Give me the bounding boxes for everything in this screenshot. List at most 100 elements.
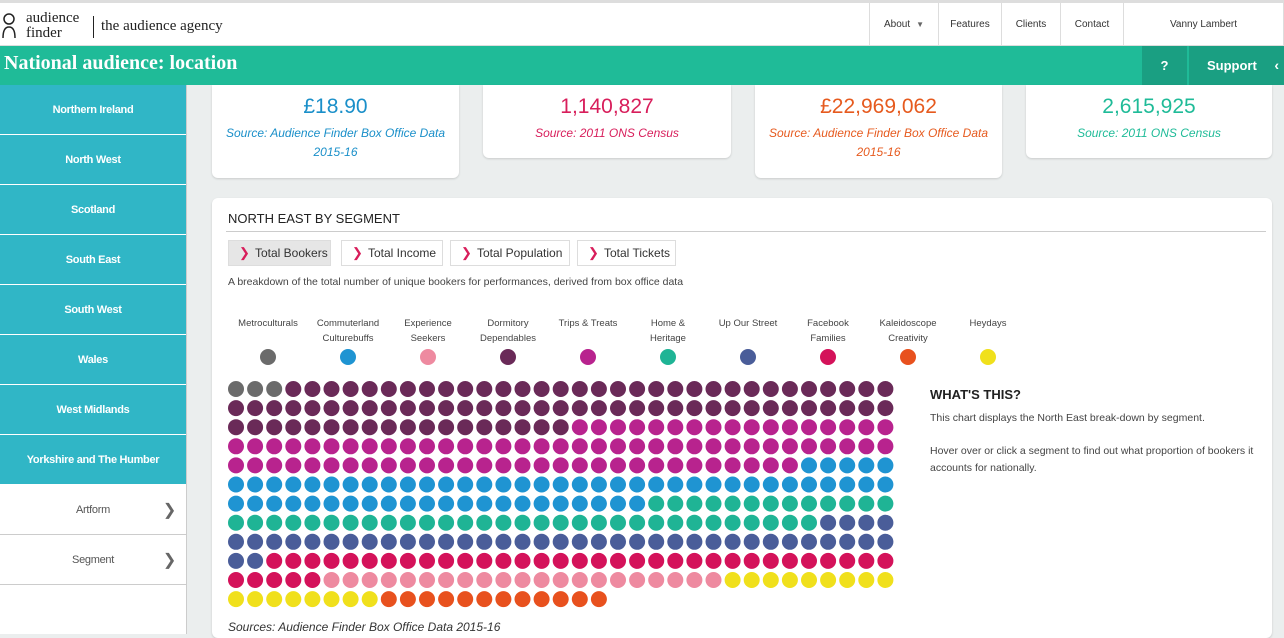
segment-dot[interactable] xyxy=(552,381,569,397)
segment-dot[interactable] xyxy=(495,572,512,588)
segment-dot[interactable] xyxy=(724,400,741,417)
segment-dot[interactable] xyxy=(476,495,493,512)
segment-dot[interactable] xyxy=(629,381,646,397)
segment-dot[interactable] xyxy=(419,381,435,397)
segment-dot[interactable] xyxy=(705,419,722,436)
sidebar-item-south-east[interactable]: South East xyxy=(0,235,186,285)
segment-dot[interactable] xyxy=(228,572,244,588)
segment-dot[interactable] xyxy=(571,381,588,397)
segment-dot[interactable] xyxy=(762,495,779,512)
segment-dot[interactable] xyxy=(877,572,894,588)
segment-dot[interactable] xyxy=(361,495,378,512)
segment-dot[interactable] xyxy=(839,533,856,550)
segment-dot[interactable] xyxy=(686,419,703,436)
segment-dot[interactable] xyxy=(361,533,378,550)
segment-dot[interactable] xyxy=(801,419,817,436)
segment-dot[interactable] xyxy=(438,572,455,588)
segment-dot[interactable] xyxy=(705,438,722,455)
segment-dot[interactable] xyxy=(419,552,435,569)
filter-segment[interactable]: Segment ❯ xyxy=(0,535,186,585)
segment-dot[interactable] xyxy=(762,514,779,531)
segment-dot[interactable] xyxy=(571,552,588,569)
segment-dot[interactable] xyxy=(667,457,684,474)
segment-dot[interactable] xyxy=(476,400,493,417)
segment-dot[interactable] xyxy=(419,419,435,436)
segment-dot[interactable] xyxy=(457,572,474,588)
segment-dot[interactable] xyxy=(743,419,760,436)
help-button[interactable]: ? xyxy=(1142,46,1187,85)
segment-dot[interactable] xyxy=(801,381,817,397)
segment-dot[interactable] xyxy=(858,514,875,531)
segment-dot[interactable] xyxy=(399,438,416,455)
segment-dot[interactable] xyxy=(590,572,607,588)
segment-dot[interactable] xyxy=(285,400,302,417)
segment-dot[interactable] xyxy=(839,400,856,417)
legend-swatch[interactable] xyxy=(660,349,676,365)
segment-dot[interactable] xyxy=(801,400,817,417)
segment-dot[interactable] xyxy=(514,419,531,436)
segment-dot[interactable] xyxy=(438,533,455,550)
segment-dot[interactable] xyxy=(839,381,856,397)
nav-clients[interactable]: Clients xyxy=(1001,3,1060,46)
segment-dot[interactable] xyxy=(762,457,779,474)
segment-dot[interactable] xyxy=(380,457,397,474)
segment-dot[interactable] xyxy=(457,514,474,531)
segment-dot[interactable] xyxy=(228,457,244,474)
segment-dot[interactable] xyxy=(304,457,321,474)
segment-dot[interactable] xyxy=(457,400,474,417)
segment-dot[interactable] xyxy=(323,419,340,436)
segment-dot[interactable] xyxy=(438,381,455,397)
segment-dot[interactable] xyxy=(323,381,340,397)
segment-dot[interactable] xyxy=(686,552,703,569)
segment-dot[interactable] xyxy=(648,533,665,550)
legend-swatch[interactable] xyxy=(820,349,836,365)
segment-dot[interactable] xyxy=(285,438,302,455)
segment-dot[interactable] xyxy=(247,533,264,550)
segment-dot[interactable] xyxy=(323,552,340,569)
segment-dot[interactable] xyxy=(590,400,607,417)
segment-dot[interactable] xyxy=(629,438,646,455)
segment-dot[interactable] xyxy=(686,400,703,417)
segment-dot[interactable] xyxy=(380,514,397,531)
segment-dot[interactable] xyxy=(380,419,397,436)
segment-dot[interactable] xyxy=(438,457,455,474)
segment-dot[interactable] xyxy=(610,476,626,493)
segment-dot[interactable] xyxy=(820,552,837,569)
segment-dot[interactable] xyxy=(342,476,359,493)
segment-dot[interactable] xyxy=(380,533,397,550)
legend-swatch[interactable] xyxy=(900,349,916,365)
segment-dot[interactable] xyxy=(438,419,455,436)
segment-dot[interactable] xyxy=(266,533,283,550)
segment-dot[interactable] xyxy=(629,552,646,569)
segment-dot[interactable] xyxy=(629,457,646,474)
segment-dot[interactable] xyxy=(571,457,588,474)
segment-dot[interactable] xyxy=(705,552,722,569)
segment-dot[interactable] xyxy=(380,495,397,512)
segment-dot[interactable] xyxy=(323,476,340,493)
segment-dot[interactable] xyxy=(743,438,760,455)
segment-dot[interactable] xyxy=(495,514,512,531)
segment-dot[interactable] xyxy=(533,591,550,608)
segment-dot[interactable] xyxy=(419,457,435,474)
segment-dot[interactable] xyxy=(724,419,741,436)
segment-dot[interactable] xyxy=(457,438,474,455)
segment-dot[interactable] xyxy=(686,457,703,474)
filter-artform[interactable]: Artform ❯ xyxy=(0,485,186,535)
segment-dot[interactable] xyxy=(648,419,665,436)
segment-dot[interactable] xyxy=(629,572,646,588)
segment-dot[interactable] xyxy=(648,495,665,512)
segment-dot[interactable] xyxy=(323,572,340,588)
segment-dot[interactable] xyxy=(419,438,435,455)
segment-dot[interactable] xyxy=(342,572,359,588)
segment-dot[interactable] xyxy=(495,552,512,569)
segment-dot[interactable] xyxy=(590,381,607,397)
segment-dot[interactable] xyxy=(610,495,626,512)
segment-dot[interactable] xyxy=(457,381,474,397)
tab-total-tickets[interactable]: ❯ Total Tickets xyxy=(577,240,676,266)
user-menu[interactable]: Vanny Lambert xyxy=(1123,3,1284,46)
legend-swatch[interactable] xyxy=(580,349,596,365)
segment-dot[interactable] xyxy=(304,400,321,417)
segment-dot[interactable] xyxy=(877,438,894,455)
segment-dot[interactable] xyxy=(590,533,607,550)
segment-dot[interactable] xyxy=(705,381,722,397)
